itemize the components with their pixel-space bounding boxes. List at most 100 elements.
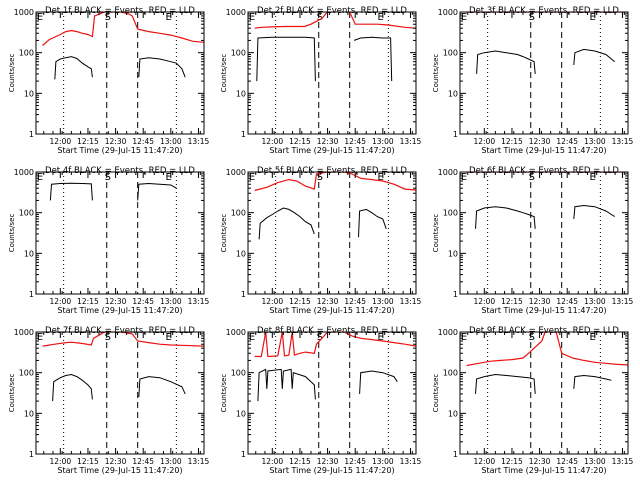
- y-tick-label: 100: [231, 369, 246, 378]
- event-marker-label: E: [461, 12, 467, 23]
- plot-frame: [459, 171, 629, 295]
- event-marker-label: E: [377, 332, 383, 343]
- plot-frame: [459, 331, 629, 455]
- chart-title: Det 9f BLACK = Events, RED = LLD: [469, 326, 619, 336]
- x-tick-label: 13:00: [584, 297, 606, 306]
- y-tick-label: 1000: [14, 8, 34, 17]
- x-tick-label: 13:00: [584, 137, 606, 146]
- y-tick-label: 1000: [226, 8, 246, 17]
- event-marker-label: E: [589, 12, 595, 23]
- x-tick-label: 12:30: [105, 457, 127, 466]
- x-tick-label: 13:15: [612, 457, 634, 466]
- plot-frame: [35, 171, 205, 295]
- events-series-line: [475, 373, 536, 394]
- x-tick-label: 12:15: [501, 297, 523, 306]
- event-marker-label: E: [165, 172, 171, 183]
- x-axis-label: Start Time (29-Jul-15 11:47:20): [57, 306, 182, 315]
- y-axis-label: Counts/sec: [432, 214, 440, 253]
- x-tick-label: 12:45: [132, 137, 154, 146]
- x-tick-label: 13:00: [160, 457, 182, 466]
- events-series-line: [358, 208, 387, 238]
- x-tick-label: 12:30: [529, 457, 551, 466]
- y-axis-label: Counts/sec: [8, 374, 16, 413]
- x-tick-label: 13:00: [160, 297, 182, 306]
- x-tick-label: 12:30: [317, 297, 339, 306]
- y-tick-label: 10: [448, 89, 458, 98]
- events-series-line: [138, 376, 186, 398]
- chart-title: Det 4f BLACK = Events, RED = LLD: [45, 166, 195, 176]
- x-tick-label: 12:45: [344, 297, 366, 306]
- x-axis-label: Start Time (29-Jul-15 11:47:20): [57, 466, 182, 475]
- x-tick-label: 12:00: [50, 137, 72, 146]
- x-tick-label: 12:00: [474, 457, 496, 466]
- y-tick-label: 10: [448, 249, 458, 258]
- event-marker-label: E: [37, 12, 43, 23]
- x-axis-label: Start Time (29-Jul-15 11:47:20): [269, 466, 394, 475]
- x-tick-label: 13:15: [400, 137, 422, 146]
- x-tick-label: 13:15: [188, 137, 210, 146]
- x-tick-label: 12:00: [50, 297, 72, 306]
- x-tick-label: 12:30: [105, 297, 127, 306]
- event-marker-label: S: [529, 172, 535, 183]
- x-tick-label: 12:15: [289, 137, 311, 146]
- y-tick-label: 1: [241, 130, 246, 139]
- event-marker-label: E: [165, 12, 171, 23]
- events-series-line: [257, 368, 316, 402]
- x-tick-label: 12:15: [77, 457, 99, 466]
- plot-frame: [247, 331, 417, 455]
- y-tick-label: 1000: [438, 328, 458, 337]
- x-tick-label: 12:15: [501, 457, 523, 466]
- event-marker-label: E: [37, 332, 43, 343]
- x-tick-label: 12:30: [317, 457, 339, 466]
- y-tick-label: 100: [443, 49, 458, 58]
- lld-series-line: [42, 332, 204, 347]
- event-marker-label: S: [529, 332, 535, 343]
- y-axis-label: Counts/sec: [220, 374, 228, 413]
- events-series-line: [573, 204, 615, 220]
- plot-frame: [247, 11, 417, 135]
- y-axis-label: Counts/sec: [432, 54, 440, 93]
- x-tick-label: 13:15: [400, 457, 422, 466]
- y-tick-label: 10: [236, 409, 246, 418]
- x-tick-label: 12:30: [105, 137, 127, 146]
- x-tick-label: 12:30: [529, 297, 551, 306]
- y-tick-label: 100: [19, 369, 34, 378]
- event-marker-label: E: [461, 172, 467, 183]
- y-axis-label: Counts/sec: [8, 214, 16, 253]
- y-tick-label: 100: [443, 369, 458, 378]
- y-axis-label: Counts/sec: [8, 54, 16, 93]
- event-marker-label: E: [249, 172, 255, 183]
- events-series-line: [573, 374, 612, 389]
- events-series-line: [54, 56, 93, 80]
- event-marker-label: E: [165, 332, 171, 343]
- event-marker-label: S: [317, 12, 323, 23]
- y-tick-label: 1: [453, 290, 458, 299]
- y-axis-label: Counts/sec: [220, 54, 228, 93]
- chart-title: Det 3f BLACK = Events, RED = LLD: [469, 6, 619, 16]
- x-tick-label: 12:00: [474, 297, 496, 306]
- events-series-line: [49, 182, 93, 201]
- events-series-line: [258, 207, 315, 240]
- plot-frame: [35, 11, 205, 135]
- x-tick-label: 12:00: [262, 137, 284, 146]
- x-tick-label: 12:00: [262, 457, 284, 466]
- chart-title: Det 6f BLACK = Events, RED = LLD: [469, 166, 619, 176]
- y-tick-label: 1: [241, 290, 246, 299]
- chart-title: Det 1f BLACK = Events, RED = LLD: [45, 6, 195, 16]
- x-tick-label: 12:00: [262, 297, 284, 306]
- x-tick-label: 12:45: [132, 457, 154, 466]
- y-tick-label: 10: [236, 249, 246, 258]
- chart-title: Det 7f BLACK = Events, RED = LLD: [45, 326, 195, 336]
- event-marker-label: E: [249, 332, 255, 343]
- x-tick-label: 12:45: [556, 297, 578, 306]
- y-tick-label: 10: [448, 409, 458, 418]
